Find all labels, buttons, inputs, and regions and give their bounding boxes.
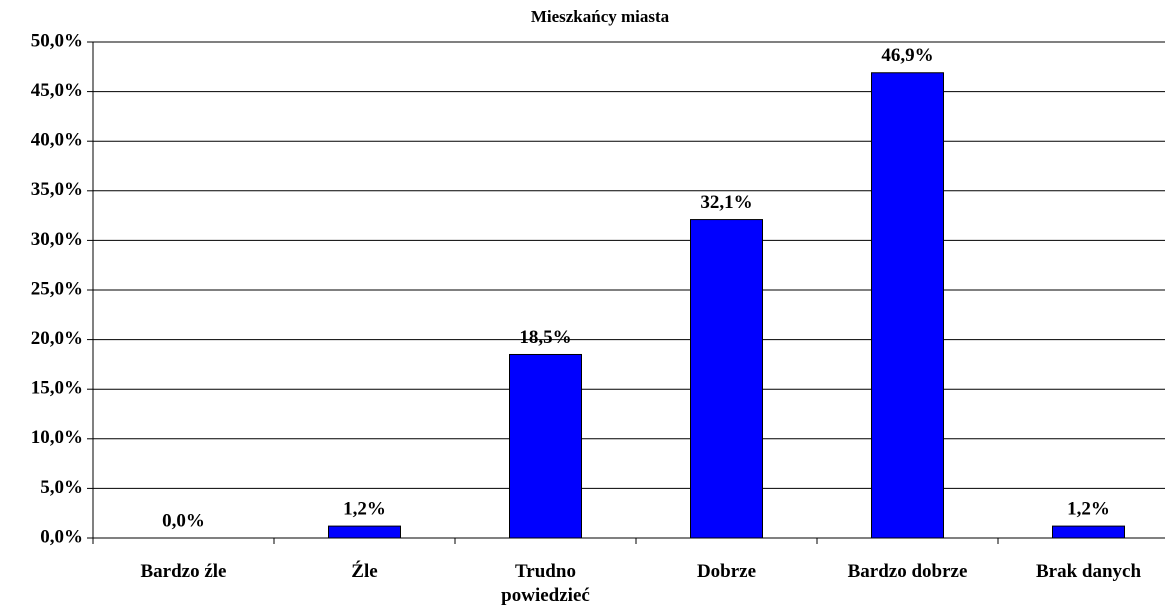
value-label: 1,2% <box>1067 498 1110 519</box>
x-tick-label: Źle <box>351 561 378 582</box>
y-tick-label: 50,0% <box>31 30 83 51</box>
y-tick-label: 0,0% <box>40 526 83 547</box>
y-tick-label: 15,0% <box>31 378 83 399</box>
x-tick-label: Brak danych <box>1035 561 1142 582</box>
chart-title: Mieszkańcy miasta <box>531 7 670 26</box>
x-tick-label: Bardzo źle <box>140 561 227 582</box>
y-tick-label: 30,0% <box>31 229 83 250</box>
y-tick-label: 40,0% <box>31 130 83 151</box>
value-label: 0,0% <box>162 510 205 531</box>
x-tick-label: Dobrze <box>696 561 757 582</box>
y-tick-label: 10,0% <box>31 427 83 448</box>
y-tick-label: 45,0% <box>31 80 83 101</box>
value-label: 1,2% <box>343 498 386 519</box>
value-label: 46,9% <box>881 45 933 66</box>
bar <box>328 525 401 539</box>
value-label: 18,5% <box>519 327 571 348</box>
y-tick-label: 25,0% <box>31 278 83 299</box>
x-tick-label: Bardzo dobrze <box>847 561 968 582</box>
y-tick-label: 20,0% <box>31 328 83 349</box>
y-tick-label: 5,0% <box>40 477 83 498</box>
x-tick-label: Trudno powiedzieć <box>501 561 590 606</box>
value-label: 32,1% <box>700 192 752 213</box>
bar <box>509 353 582 539</box>
bar <box>871 72 944 539</box>
bar <box>690 219 763 539</box>
bar <box>1052 525 1125 539</box>
y-tick-label: 35,0% <box>31 179 83 200</box>
